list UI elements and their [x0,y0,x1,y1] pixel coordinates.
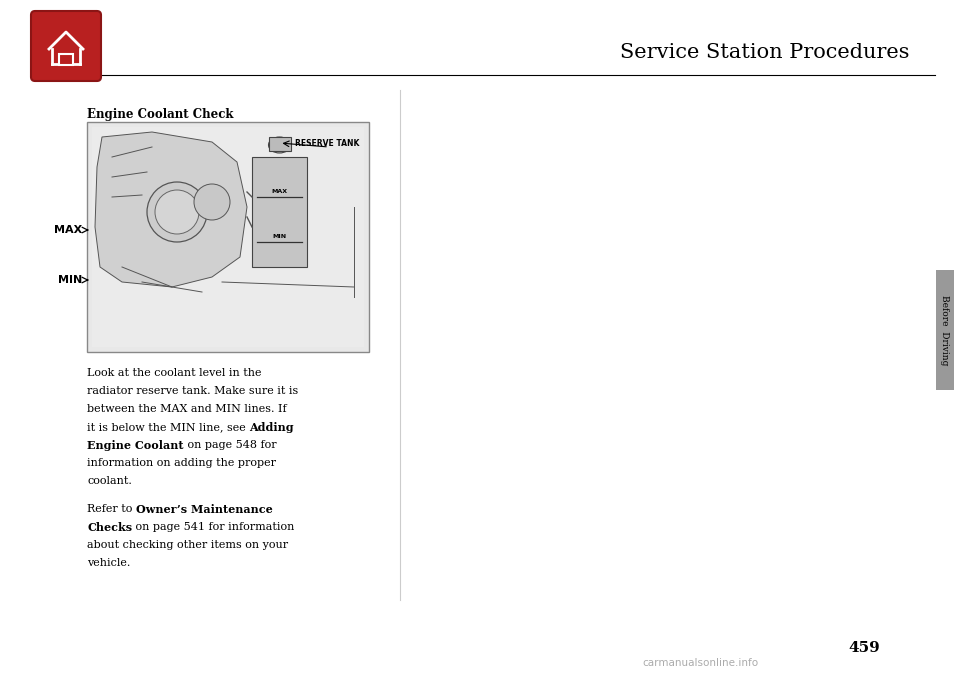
Circle shape [155,190,199,234]
Text: between the MAX and MIN lines. If: between the MAX and MIN lines. If [87,404,287,414]
Text: Service Station Procedures: Service Station Procedures [620,43,910,62]
Text: Before  Driving: Before Driving [941,295,949,365]
Text: MIN: MIN [273,234,287,239]
Text: vehicle.: vehicle. [87,558,131,568]
Text: MAX: MAX [272,189,288,194]
Bar [92,127,364,347]
Text: Look at the coolant level in the: Look at the coolant level in the [87,368,261,378]
Text: 459: 459 [849,641,880,655]
Text: MIN: MIN [58,275,82,285]
Text: Checks: Checks [87,522,132,533]
Bar [936,270,954,390]
Text: radiator reserve tank. Make sure it is: radiator reserve tank. Make sure it is [87,386,299,396]
Text: it is below the MIN line, see: it is below the MIN line, see [87,422,250,432]
Bar [269,137,291,151]
Polygon shape [95,132,247,287]
Circle shape [147,182,207,242]
Text: on page 548 for: on page 548 for [183,440,276,450]
Bar [87,122,369,352]
Text: Refer to: Refer to [87,504,136,514]
Text: on page 541 for information: on page 541 for information [132,522,295,532]
Text: Adding: Adding [250,422,294,433]
Bar [252,157,307,267]
Text: about checking other items on your: about checking other items on your [87,540,288,550]
FancyBboxPatch shape [31,11,101,81]
Text: information on adding the proper: information on adding the proper [87,458,276,468]
Text: Engine Coolant: Engine Coolant [87,440,183,451]
Text: MAX: MAX [54,225,82,235]
Text: carmanualsonline.info: carmanualsonline.info [642,658,758,668]
Text: Owner’s Maintenance: Owner’s Maintenance [136,504,273,515]
Circle shape [194,184,230,220]
Text: Engine Coolant Check: Engine Coolant Check [87,108,233,121]
Text: coolant.: coolant. [87,476,132,486]
Text: RESERVE TANK: RESERVE TANK [295,139,359,148]
Ellipse shape [269,137,291,153]
Bar [59,54,73,65]
